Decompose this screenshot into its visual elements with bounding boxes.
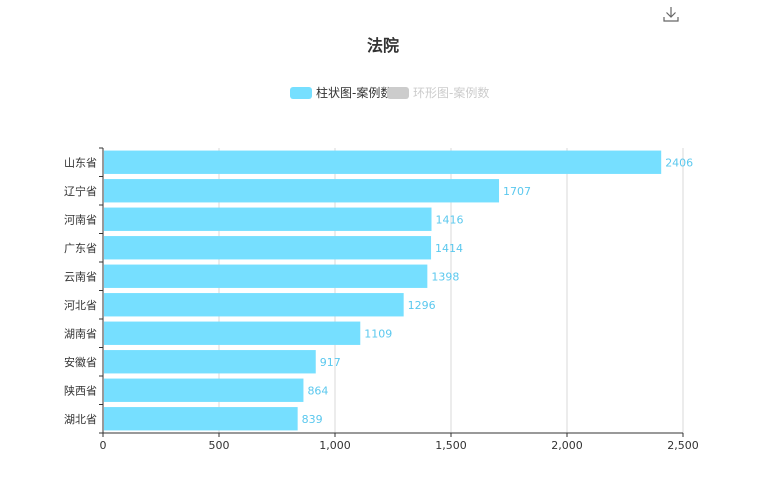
y-tick-label: 山东省 (64, 156, 97, 169)
chart-title: 法院 (367, 36, 399, 55)
x-tick-label: 2,000 (551, 439, 583, 452)
y-tick-label: 湖南省 (64, 327, 97, 340)
data-label: 917 (320, 356, 341, 369)
bar[interactable] (104, 150, 662, 174)
data-label: 1296 (408, 299, 436, 312)
bar[interactable] (104, 378, 304, 402)
legend-item-ring[interactable]: 环形图-案例数 (387, 85, 489, 100)
data-label: 1398 (431, 270, 459, 283)
x-tick-label: 2,500 (667, 439, 699, 452)
bars: 2406 1707 1416 1414 1398 1296 1109 917 864 839 (104, 150, 693, 431)
x-tick-label: 500 (209, 439, 230, 452)
bar[interactable] (104, 264, 428, 288)
x-tick-label: 1,000 (319, 439, 351, 452)
data-label: 839 (302, 413, 323, 426)
data-label: 1416 (436, 213, 464, 226)
data-label: 1414 (435, 242, 463, 255)
bar[interactable] (104, 321, 361, 345)
legend: 柱状图-案例数 环形图-案例数 (290, 85, 489, 100)
y-tick-label: 陕西省 (64, 383, 97, 397)
bar[interactable] (104, 207, 432, 231)
x-tick-label: 1,500 (435, 439, 467, 452)
y-tick-label: 广东省 (64, 242, 97, 255)
legend-swatch-bar (290, 87, 312, 99)
data-label: 864 (307, 384, 328, 397)
download-icon (663, 7, 679, 22)
bar[interactable] (104, 179, 500, 203)
x-axis: 0 500 1,000 1,500 2,000 2,500 (100, 432, 699, 452)
x-tick-label: 0 (100, 439, 107, 452)
legend-item-bar[interactable]: 柱状图-案例数 (290, 85, 392, 100)
bar[interactable] (104, 350, 316, 374)
y-tick-label: 辽宁省 (64, 184, 97, 198)
bar[interactable] (104, 293, 404, 317)
bar[interactable] (104, 236, 432, 260)
y-tick-label: 河南省 (64, 213, 97, 226)
bar[interactable] (104, 407, 298, 431)
data-label: 1109 (364, 327, 392, 340)
data-label: 1707 (503, 185, 531, 198)
legend-swatch-ring (387, 87, 409, 99)
legend-label-bar: 柱状图-案例数 (316, 85, 392, 100)
download-button[interactable] (661, 4, 681, 24)
data-label: 2406 (665, 156, 693, 169)
y-tick-label: 安徽省 (64, 355, 97, 369)
y-tick-label: 湖北省 (64, 413, 97, 426)
y-tick-label: 云南省 (64, 270, 97, 283)
legend-label-ring: 环形图-案例数 (413, 85, 489, 100)
y-tick-label: 河北省 (64, 299, 97, 312)
